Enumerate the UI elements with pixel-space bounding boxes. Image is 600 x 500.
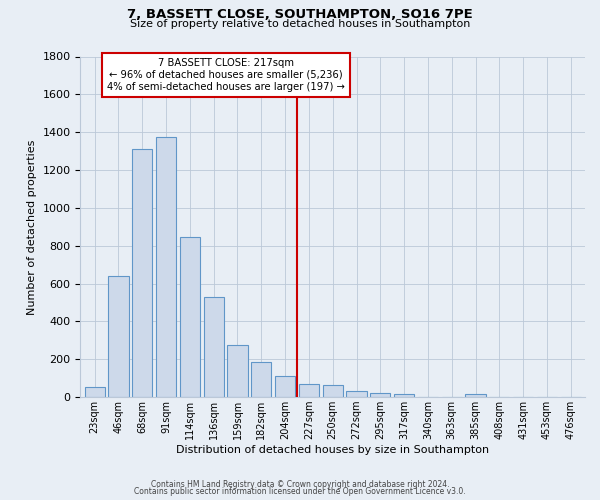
Bar xyxy=(109,276,128,397)
X-axis label: Distribution of detached houses by size in Southampton: Distribution of detached houses by size … xyxy=(176,445,489,455)
Bar xyxy=(299,384,319,397)
Bar xyxy=(251,362,271,397)
Text: Contains public sector information licensed under the Open Government Licence v3: Contains public sector information licen… xyxy=(134,487,466,496)
Text: 7, BASSETT CLOSE, SOUTHAMPTON, SO16 7PE: 7, BASSETT CLOSE, SOUTHAMPTON, SO16 7PE xyxy=(127,8,473,20)
Bar xyxy=(370,393,391,397)
Bar xyxy=(203,297,224,397)
Bar xyxy=(323,385,343,397)
Text: 7 BASSETT CLOSE: 217sqm
← 96% of detached houses are smaller (5,236)
4% of semi-: 7 BASSETT CLOSE: 217sqm ← 96% of detache… xyxy=(107,58,344,92)
Text: Contains HM Land Registry data © Crown copyright and database right 2024.: Contains HM Land Registry data © Crown c… xyxy=(151,480,449,489)
Bar xyxy=(466,394,485,397)
Bar xyxy=(132,149,152,397)
Bar xyxy=(227,345,248,397)
Bar xyxy=(275,376,295,397)
Y-axis label: Number of detached properties: Number of detached properties xyxy=(27,139,37,314)
Bar xyxy=(156,137,176,397)
Text: Size of property relative to detached houses in Southampton: Size of property relative to detached ho… xyxy=(130,19,470,29)
Bar xyxy=(180,237,200,397)
Bar xyxy=(85,387,105,397)
Bar xyxy=(346,390,367,397)
Bar xyxy=(394,394,414,397)
